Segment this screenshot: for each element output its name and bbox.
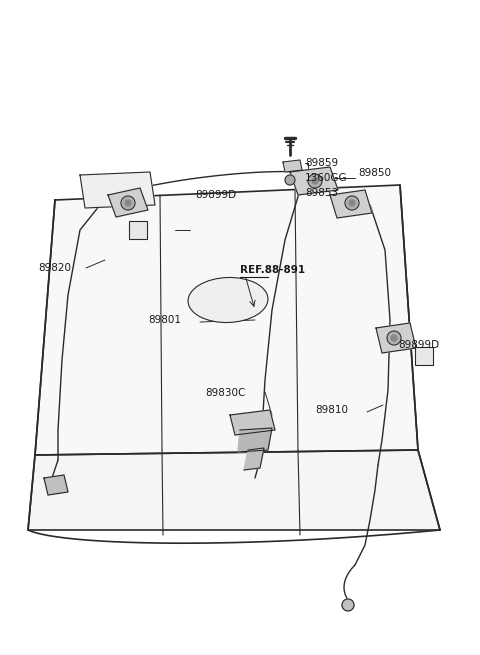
Circle shape: [125, 200, 131, 206]
Polygon shape: [290, 167, 338, 195]
Polygon shape: [283, 160, 302, 172]
Text: 1360GG: 1360GG: [305, 173, 348, 183]
Circle shape: [387, 331, 401, 345]
Circle shape: [391, 335, 397, 341]
Text: 89810: 89810: [315, 405, 348, 415]
Circle shape: [312, 178, 318, 184]
Circle shape: [121, 196, 135, 210]
Polygon shape: [44, 475, 68, 495]
Circle shape: [345, 196, 359, 210]
Text: 89820: 89820: [38, 263, 71, 273]
Polygon shape: [35, 185, 418, 455]
Polygon shape: [28, 450, 440, 530]
Polygon shape: [80, 172, 155, 208]
Polygon shape: [330, 190, 372, 218]
Text: 89853: 89853: [305, 188, 338, 198]
Circle shape: [342, 599, 354, 611]
Text: 89801: 89801: [148, 315, 181, 325]
Circle shape: [308, 174, 322, 188]
Polygon shape: [244, 448, 264, 470]
Text: 89859: 89859: [305, 158, 338, 168]
Polygon shape: [238, 428, 272, 452]
FancyBboxPatch shape: [129, 221, 147, 239]
Polygon shape: [108, 188, 148, 217]
Text: 89850: 89850: [358, 168, 391, 178]
Ellipse shape: [188, 278, 268, 322]
FancyBboxPatch shape: [415, 347, 433, 365]
Text: REF.88-891: REF.88-891: [240, 265, 305, 275]
Text: 89899D: 89899D: [398, 340, 439, 350]
Text: 89899D: 89899D: [195, 190, 236, 200]
Polygon shape: [230, 410, 275, 435]
Text: 89830C: 89830C: [205, 388, 245, 398]
Circle shape: [349, 200, 355, 206]
Polygon shape: [376, 323, 416, 353]
Circle shape: [285, 175, 295, 185]
